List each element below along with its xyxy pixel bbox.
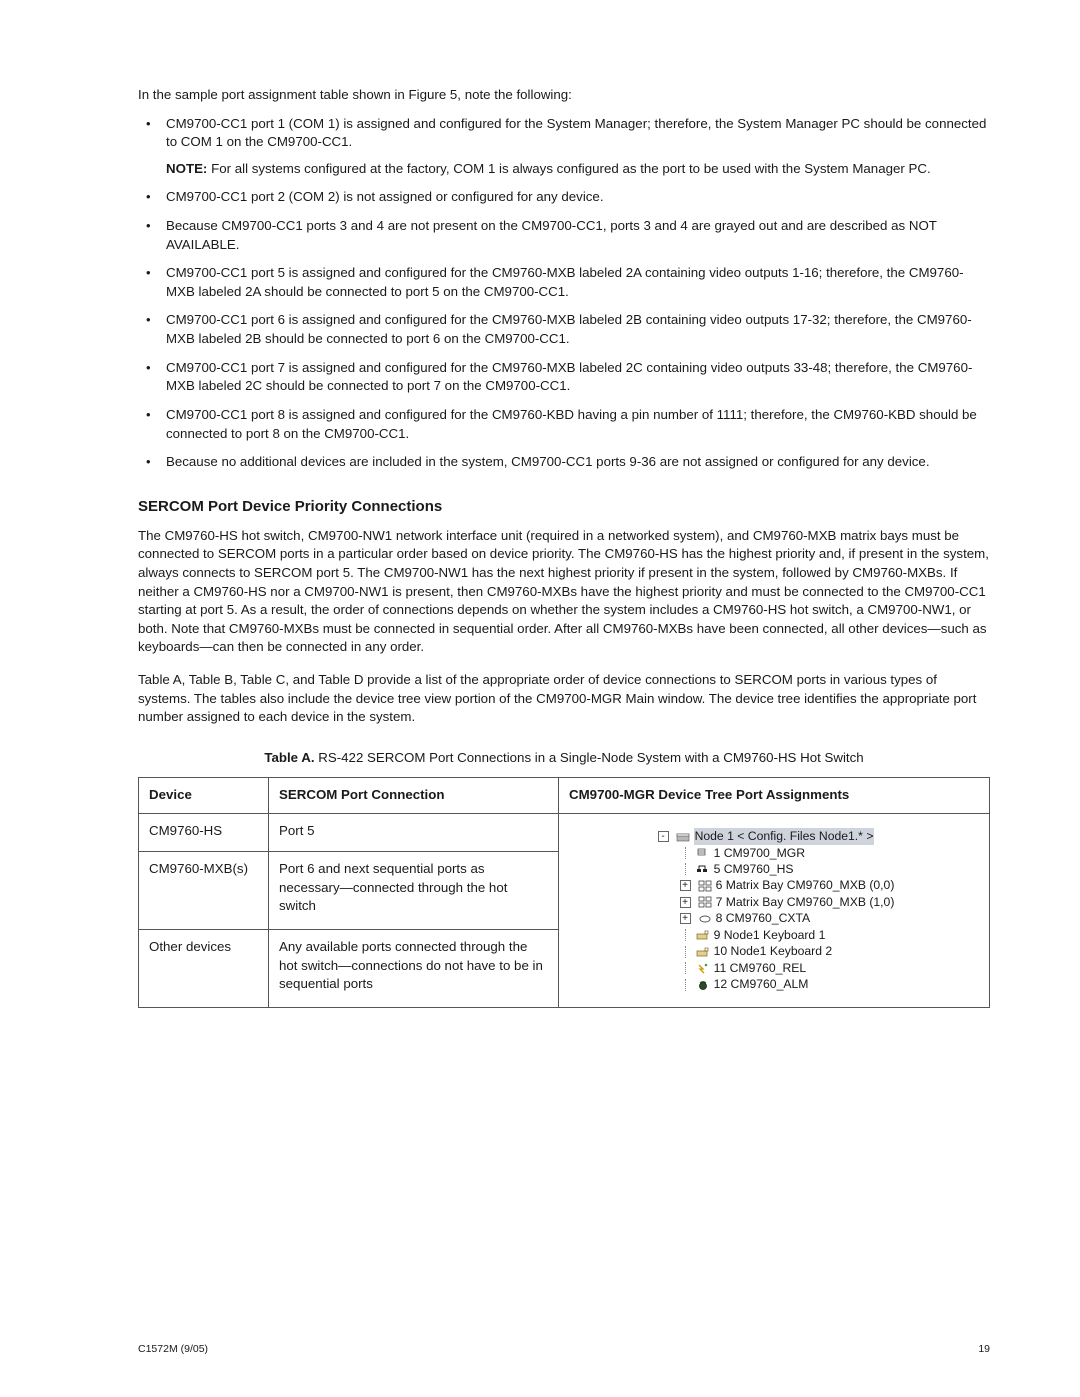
tree-root[interactable]: - Node 1 < Config. Files Node1.* > bbox=[658, 828, 895, 844]
bullet-item: CM9700-CC1 port 2 (COM 2) is not assigne… bbox=[138, 188, 990, 207]
cell-conn: Port 6 and next sequential ports as nece… bbox=[269, 852, 559, 930]
tree-item[interactable]: 9 Node1 Keyboard 1 bbox=[658, 927, 895, 943]
device-tree[interactable]: - Node 1 < Config. Files Node1.* > bbox=[658, 828, 895, 993]
bullet-item: Because no additional devices are includ… bbox=[138, 453, 990, 472]
node-icon bbox=[676, 830, 690, 842]
bullet-item: CM9700-CC1 port 7 is assigned and config… bbox=[138, 359, 990, 396]
cell-conn: Port 5 bbox=[269, 814, 559, 852]
matrix-icon bbox=[698, 896, 712, 908]
expander-icon[interactable]: - bbox=[658, 831, 669, 842]
bullet-item: CM9700-CC1 port 6 is assigned and config… bbox=[138, 311, 990, 348]
tree-label: 1 CM9700_MGR bbox=[714, 845, 805, 861]
table-caption-label: Table A. bbox=[264, 750, 314, 765]
cell-device: Other devices bbox=[139, 929, 269, 1007]
footer-left: C1572M (9/05) bbox=[138, 1342, 208, 1357]
tree-label: 9 Node1 Keyboard 1 bbox=[714, 927, 826, 943]
col-device: Device bbox=[139, 778, 269, 814]
bullet-text: CM9700-CC1 port 1 (COM 1) is assigned an… bbox=[166, 116, 986, 150]
section-paragraph: The CM9760-HS hot switch, CM9700-NW1 net… bbox=[138, 527, 990, 657]
tree-label: 6 Matrix Bay CM9760_MXB (0,0) bbox=[716, 877, 895, 893]
bullet-text: Because CM9700-CC1 ports 3 and 4 are not… bbox=[166, 218, 937, 252]
bullet-note: NOTE: For all systems configured at the … bbox=[166, 160, 990, 179]
note-label: NOTE: bbox=[166, 161, 207, 176]
tree-label: 12 CM9760_ALM bbox=[714, 976, 809, 992]
matrix-icon bbox=[698, 880, 712, 892]
bullet-text: CM9700-CC1 port 7 is assigned and config… bbox=[166, 360, 972, 394]
cell-conn: Any available ports connected through th… bbox=[269, 929, 559, 1007]
keyboard-icon bbox=[696, 929, 710, 941]
tree-item[interactable]: 5 CM9760_HS bbox=[658, 861, 895, 877]
bullet-text: CM9700-CC1 port 2 (COM 2) is not assigne… bbox=[166, 189, 604, 204]
hs-icon bbox=[696, 863, 710, 875]
bullet-item: Because CM9700-CC1 ports 3 and 4 are not… bbox=[138, 217, 990, 254]
tree-item[interactable]: 10 Node1 Keyboard 2 bbox=[658, 943, 895, 959]
col-sercom: SERCOM Port Connection bbox=[269, 778, 559, 814]
table-caption-text: RS-422 SERCOM Port Connections in a Sing… bbox=[318, 750, 863, 765]
bullet-text: CM9700-CC1 port 6 is assigned and config… bbox=[166, 312, 972, 346]
tree-label: 10 Node1 Keyboard 2 bbox=[714, 943, 833, 959]
note-text: For all systems configured at the factor… bbox=[211, 161, 931, 176]
bullet-text: CM9700-CC1 port 5 is assigned and config… bbox=[166, 265, 964, 299]
cell-device: CM9760-HS bbox=[139, 814, 269, 852]
tree-item[interactable]: + 8 CM9760_CXTA bbox=[658, 910, 895, 926]
section-paragraph: Table A, Table B, Table C, and Table D p… bbox=[138, 671, 990, 727]
tree-label: 5 CM9760_HS bbox=[714, 861, 794, 877]
tree-item[interactable]: 1 CM9700_MGR bbox=[658, 845, 895, 861]
expander-icon[interactable]: + bbox=[680, 897, 691, 908]
section-heading: SERCOM Port Device Priority Connections bbox=[138, 496, 990, 517]
mgr-icon bbox=[696, 847, 710, 859]
tree-label: 11 CM9760_REL bbox=[714, 960, 807, 976]
tree-item[interactable]: 11 CM9760_REL bbox=[658, 960, 895, 976]
tree-item[interactable]: 12 CM9760_ALM bbox=[658, 976, 895, 992]
expander-icon[interactable]: + bbox=[680, 880, 691, 891]
page-footer: C1572M (9/05) 19 bbox=[138, 1342, 990, 1357]
table-caption: Table A. RS-422 SERCOM Port Connections … bbox=[138, 749, 990, 768]
intro-text: In the sample port assignment table show… bbox=[138, 86, 990, 105]
footer-right: 19 bbox=[978, 1342, 990, 1357]
alarm-icon bbox=[696, 979, 710, 991]
bullet-item: CM9700-CC1 port 8 is assigned and config… bbox=[138, 406, 990, 443]
cxta-icon bbox=[698, 913, 712, 925]
bullet-list: CM9700-CC1 port 1 (COM 1) is assigned an… bbox=[138, 115, 990, 472]
cell-tree: - Node 1 < Config. Files Node1.* > bbox=[559, 814, 990, 1008]
bullet-text: Because no additional devices are includ… bbox=[166, 454, 930, 469]
table-row: CM9760-HS Port 5 - Node 1 < Config. File… bbox=[139, 814, 990, 852]
expander-icon[interactable]: + bbox=[680, 913, 691, 924]
table-header-row: Device SERCOM Port Connection CM9700-MGR… bbox=[139, 778, 990, 814]
relay-icon bbox=[696, 962, 710, 974]
cell-device: CM9760-MXB(s) bbox=[139, 852, 269, 930]
tree-label: 8 CM9760_CXTA bbox=[716, 910, 811, 926]
bullet-item: CM9700-CC1 port 5 is assigned and config… bbox=[138, 264, 990, 301]
sercom-table: Device SERCOM Port Connection CM9700-MGR… bbox=[138, 777, 990, 1007]
col-tree: CM9700-MGR Device Tree Port Assignments bbox=[559, 778, 990, 814]
tree-label: 7 Matrix Bay CM9760_MXB (1,0) bbox=[716, 894, 895, 910]
bullet-text: CM9700-CC1 port 8 is assigned and config… bbox=[166, 407, 977, 441]
tree-item[interactable]: + 7 Matrix Bay CM9760_MXB (1,0) bbox=[658, 894, 895, 910]
keyboard-icon bbox=[696, 946, 710, 958]
tree-root-label: Node 1 < Config. Files Node1.* > bbox=[694, 828, 875, 844]
tree-item[interactable]: + 6 Matrix Bay CM9760_MXB (0,0) bbox=[658, 877, 895, 893]
bullet-item: CM9700-CC1 port 1 (COM 1) is assigned an… bbox=[138, 115, 990, 179]
